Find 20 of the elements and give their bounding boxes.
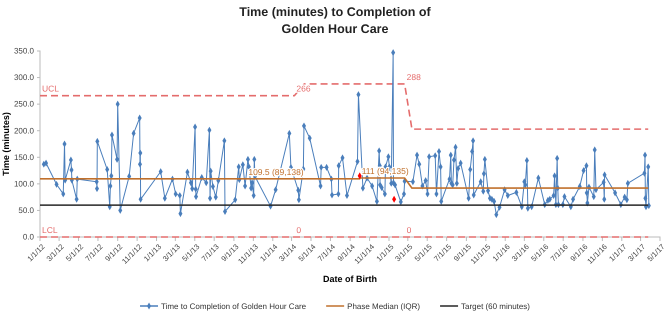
y-tick-label: 300.0 <box>14 73 35 82</box>
annotation: UCL <box>42 84 60 94</box>
y-tick-label: 150.0 <box>14 152 35 162</box>
annotation: LCL <box>42 225 58 235</box>
annotation: 0 <box>296 225 302 235</box>
y-tick-label: 350.0 <box>14 46 35 56</box>
y-tick-label: 250.0 <box>14 100 35 109</box>
annotation: 0 <box>406 225 412 235</box>
y-tick-label: 50.0 <box>18 206 35 215</box>
annotation: 288 <box>406 72 422 82</box>
legend-label: Time to Completion of Golden Hour Care <box>161 302 307 311</box>
y-tick-label: 200.0 <box>14 126 35 136</box>
y-tick-label: 0.0 <box>22 232 35 242</box>
y-axis-title: Time (minutes) <box>1 112 11 176</box>
chart-title: Time (minutes) to Completion of Golden Hour Care <box>239 5 432 36</box>
legend-label: Phase Median (IQR) <box>347 302 420 311</box>
x-axis-title: Date of Birth <box>323 274 377 284</box>
legend-label: Target (60 minutes) <box>461 302 530 311</box>
y-tick-label: 100.0 <box>14 179 35 188</box>
annotation: 266 <box>296 84 311 94</box>
